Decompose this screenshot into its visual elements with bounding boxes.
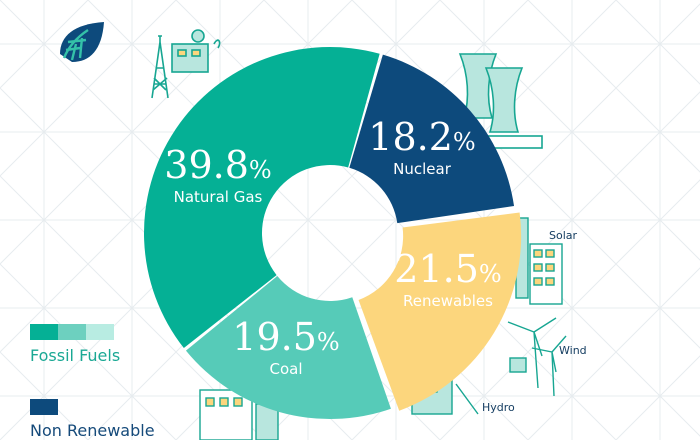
legend-label-fossil: Fossil Fuels bbox=[30, 346, 121, 365]
legend-swatches bbox=[30, 399, 155, 415]
callout-hydro: Hydro bbox=[482, 401, 515, 414]
wind-turbine-icon bbox=[507, 317, 567, 397]
value-number: 21.5 bbox=[394, 247, 479, 291]
donut-chart: 18.2%Nuclear21.5%Renewables19.5%Coal39.8… bbox=[144, 47, 522, 419]
segment-label: Coal bbox=[269, 360, 302, 378]
value-number: 39.8 bbox=[164, 143, 249, 187]
value-unit: % bbox=[479, 260, 502, 288]
legend-swatch bbox=[30, 399, 58, 415]
leaf-logo-icon bbox=[60, 22, 104, 62]
segment-natural-gas bbox=[144, 47, 380, 349]
segment-nuclear bbox=[349, 54, 515, 224]
value-unit: % bbox=[453, 128, 476, 156]
value-number: 19.5 bbox=[232, 315, 317, 359]
gas-rig-icon bbox=[151, 29, 221, 99]
value-label: 21.5% bbox=[394, 247, 501, 291]
value-number: 18.2 bbox=[368, 115, 453, 159]
value-unit: % bbox=[249, 156, 272, 184]
callout-solar: Solar bbox=[549, 229, 578, 242]
legend-swatch bbox=[86, 324, 114, 340]
segment-coal bbox=[185, 276, 391, 419]
segment-label: Natural Gas bbox=[174, 188, 263, 206]
value-unit: % bbox=[317, 328, 340, 356]
segment-label: Renewables bbox=[403, 292, 493, 310]
value-label: 39.8% bbox=[164, 143, 271, 187]
value-label: 19.5% bbox=[232, 315, 339, 359]
segment-label: Nuclear bbox=[393, 160, 452, 178]
callout-wind: Wind bbox=[559, 344, 587, 357]
segment-renewables bbox=[358, 212, 522, 411]
legend-swatch bbox=[58, 324, 86, 340]
renewables-callouts: Solar Wind Hydro bbox=[482, 229, 587, 414]
legend-swatch bbox=[30, 324, 58, 340]
legend-fossil: Fossil Fuels bbox=[30, 324, 120, 365]
value-label: 18.2% bbox=[368, 115, 475, 159]
legend-nonrenewable: Non Renewable bbox=[30, 399, 155, 440]
legend-label-nonrenewable: Non Renewable bbox=[30, 421, 155, 440]
legend-swatches bbox=[30, 324, 120, 340]
